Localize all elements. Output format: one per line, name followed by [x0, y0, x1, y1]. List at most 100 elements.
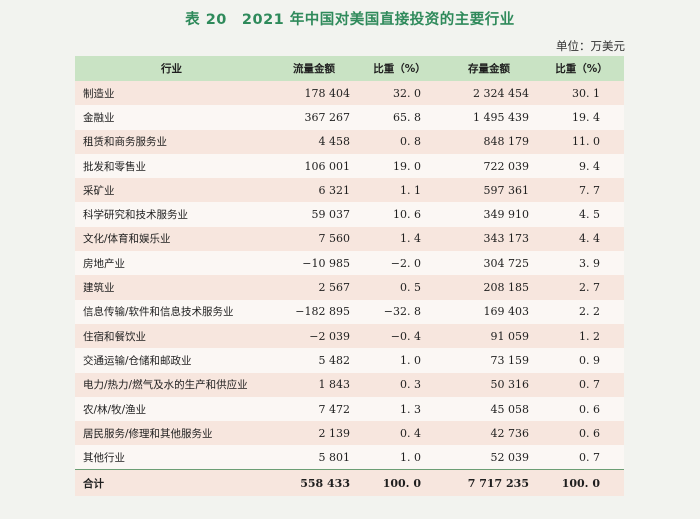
cell-flow: 5 482 — [318, 353, 351, 367]
cell-flow: 4 458 — [318, 135, 351, 149]
table-row: 建筑业 2 567 0. 5 208 185 2. 7 — [75, 275, 624, 300]
cell-industry: 信息传输/软件和信息技术服务业 — [83, 306, 234, 319]
cell-flow: −2 039 — [309, 329, 350, 343]
table-container: 行业 流量金额 比重（%） 存量金额 比重（%） 制造业 178 404 32. 0… — [75, 56, 624, 496]
cell-flow-pct: 0. 8 — [400, 135, 421, 149]
header-flow: 流量金额 — [293, 63, 335, 75]
cell-stock: 2 324 454 — [473, 86, 529, 100]
cell-stock-pct: 0. 7 — [579, 450, 600, 464]
header-stock: 存量金额 — [468, 63, 510, 75]
cell-flow: 5 801 — [318, 450, 351, 464]
total-flow-pct: 100. 0 — [382, 476, 421, 490]
cell-industry: 制造业 — [83, 87, 115, 100]
cell-flow: 59 037 — [311, 208, 351, 222]
table-row: 农/林/牧/渔业 7 472 1. 3 45 058 0. 6 — [75, 396, 624, 422]
cell-stock-pct: 19. 4 — [572, 110, 600, 124]
unit-label: 单位：万美元 — [556, 39, 625, 53]
cell-stock-pct: 2. 2 — [579, 305, 600, 319]
cell-flow-pct: 19. 0 — [393, 159, 421, 173]
total-flow: 558 433 — [300, 476, 350, 490]
table-body: 制造业 178 404 32. 0 2 324 454 30. 1 金融业 367 267 6… — [75, 81, 624, 470]
table-header-row: 行业 流量金额 比重（%） 存量金额 比重（%） — [75, 56, 624, 81]
table-row: 租赁和商务服务业 4 458 0. 8 848 179 11. 0 — [75, 129, 624, 154]
cell-flow: 2 139 — [318, 426, 351, 440]
header-flow-pct: 比重（%） — [373, 63, 426, 75]
cell-stock-pct: 3. 9 — [579, 256, 600, 270]
cell-flow-pct: 0. 4 — [400, 426, 421, 440]
cell-flow: −10 985 — [302, 256, 350, 270]
cell-stock: 343 173 — [483, 232, 530, 246]
cell-stock: 597 361 — [483, 183, 530, 197]
header-industry: 行业 — [161, 63, 182, 75]
cell-stock: 169 403 — [483, 305, 530, 319]
cell-industry: 金融业 — [83, 111, 115, 124]
cell-stock: 208 185 — [483, 281, 530, 295]
cell-flow: 7 472 — [318, 402, 351, 416]
table-row: 批发和零售业 106 001 19. 0 722 039 9. 4 — [75, 153, 624, 179]
cell-stock-pct: 11. 0 — [572, 135, 600, 149]
cell-industry: 农/林/牧/渔业 — [83, 403, 147, 416]
total-stock: 7 717 235 — [467, 476, 529, 490]
cell-flow: 106 001 — [304, 159, 351, 173]
cell-stock: 722 039 — [483, 159, 530, 173]
cell-flow-pct: 32. 0 — [393, 86, 421, 100]
cell-stock-pct: 4. 5 — [579, 208, 600, 222]
cell-stock: 50 316 — [490, 378, 530, 392]
cell-stock-pct: 30. 1 — [572, 86, 600, 100]
table-row: 金融业 367 267 65. 8 1 495 439 19. 4 — [75, 105, 624, 130]
table-row: 采矿业 6 321 1. 1 597 361 7. 7 — [75, 178, 624, 203]
cell-flow-pct: −0. 4 — [390, 329, 421, 343]
header-stock-pct: 比重（%） — [555, 63, 608, 75]
table-row: 信息传输/软件和信息技术服务业 −182 895 −32. 8 169 403 2. 2 — [75, 299, 624, 324]
cell-industry: 科学研究和技术服务业 — [83, 209, 188, 222]
cell-industry: 建筑业 — [83, 282, 115, 295]
cell-flow: 178 404 — [304, 86, 351, 100]
cell-flow-pct: 1. 4 — [400, 232, 421, 246]
table-row: 科学研究和技术服务业 59 037 10. 6 349 910 4. 5 — [75, 202, 624, 227]
table-row: 房地产业 −10 985 −2. 0 304 725 3. 9 — [75, 251, 624, 276]
cell-flow-pct: 1. 0 — [400, 450, 421, 464]
cell-stock-pct: 0. 9 — [579, 353, 600, 367]
cell-flow-pct: −2. 0 — [390, 256, 421, 270]
table-row: 交通运输/仓储和邮政业 5 482 1. 0 73 159 0. 9 — [75, 348, 624, 373]
table-row: 居民服务/修理和其他服务业 2 139 0. 4 42 736 0. 6 — [75, 421, 624, 446]
cell-flow-pct: 65. 8 — [393, 110, 421, 124]
cell-flow: 7 560 — [318, 232, 351, 246]
cell-industry: 房地产业 — [83, 257, 125, 270]
cell-stock: 73 159 — [490, 353, 530, 367]
cell-stock: 1 495 439 — [473, 110, 529, 124]
cell-stock-pct: 0. 7 — [579, 378, 600, 392]
cell-stock-pct: 7. 7 — [579, 183, 600, 197]
cell-stock-pct: 4. 4 — [579, 232, 600, 246]
cell-stock-pct: 0. 6 — [579, 426, 600, 440]
cell-flow: −182 895 — [295, 305, 350, 319]
table-row: 住宿和餐饮业 −2 039 −0. 4 91 059 1. 2 — [75, 323, 624, 349]
cell-stock: 848 179 — [483, 135, 530, 149]
cell-industry: 电力/热力/燃气及水的生产和供应业 — [83, 379, 248, 392]
cell-stock: 91 059 — [490, 329, 530, 343]
total-row: 合计 558 433 100. 0 7 717 235 100. 0 — [75, 469, 624, 496]
cell-stock: 304 725 — [483, 256, 530, 270]
cell-industry: 住宿和餐饮业 — [83, 330, 146, 343]
cell-stock-pct: 0. 6 — [579, 402, 600, 416]
cell-stock-pct: 9. 4 — [579, 159, 600, 173]
table-row: 电力/热力/燃气及水的生产和供应业 1 843 0. 3 50 316 0. 7 — [75, 372, 624, 397]
cell-flow-pct: 1. 1 — [400, 183, 421, 197]
cell-stock-pct: 1. 2 — [579, 329, 600, 343]
cell-industry: 批发和零售业 — [83, 160, 146, 173]
table-row: 制造业 178 404 32. 0 2 324 454 30. 1 — [75, 81, 624, 106]
cell-industry: 交通运输/仓储和邮政业 — [83, 354, 192, 367]
cell-industry: 文化/体育和娱乐业 — [83, 233, 171, 246]
cell-stock: 45 058 — [490, 402, 530, 416]
total-label: 合计 — [83, 477, 104, 490]
cell-flow: 2 567 — [318, 281, 351, 295]
cell-flow: 6 321 — [318, 183, 351, 197]
cell-flow-pct: 10. 6 — [393, 208, 421, 222]
cell-stock: 52 039 — [490, 450, 530, 464]
cell-flow-pct: 1. 3 — [400, 402, 421, 416]
cell-flow-pct: 1. 0 — [400, 353, 421, 367]
cell-stock: 349 910 — [483, 208, 530, 222]
total-stock-pct: 100. 0 — [561, 476, 600, 490]
cell-industry: 采矿业 — [83, 184, 115, 197]
